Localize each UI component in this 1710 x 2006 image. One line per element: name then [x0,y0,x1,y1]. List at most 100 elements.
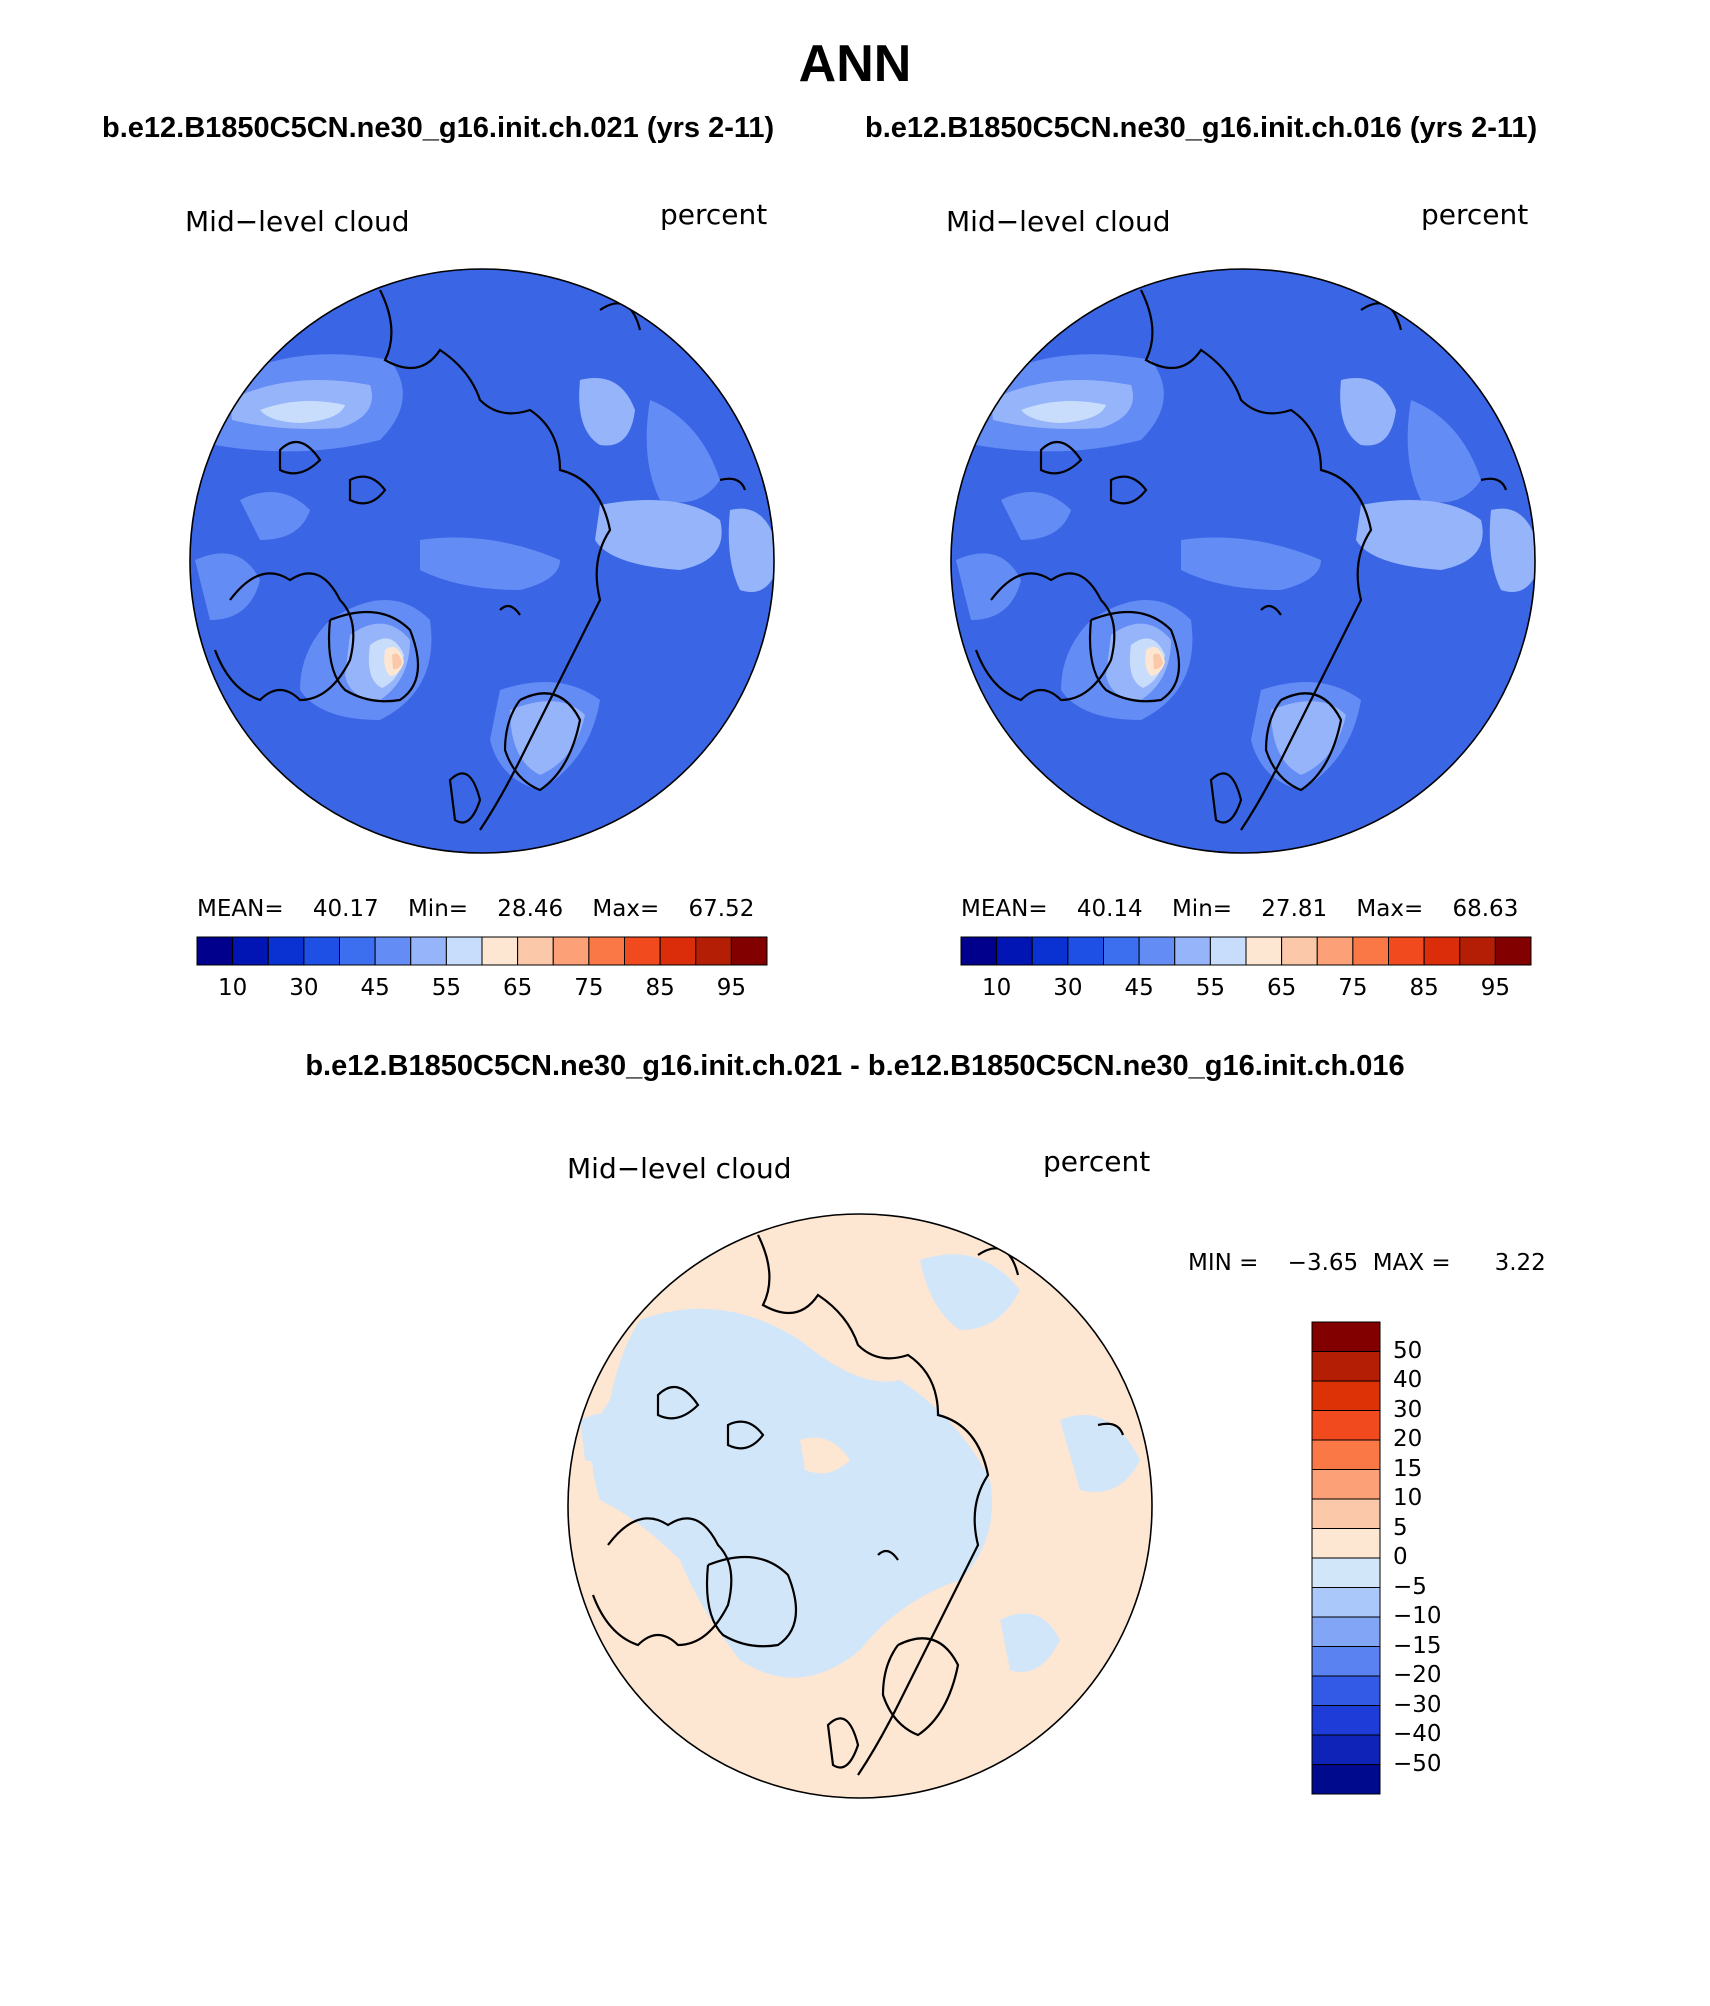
diff-colorbar-tick-label: 20 [1393,1426,1423,1452]
panel2-colorbar-swatch [960,936,998,966]
panel2-variable-label: Mid−level cloud [946,205,1171,238]
panel2-colorbar-swatch [1138,936,1176,966]
diff-colorbar-tick-label: −40 [1393,1721,1442,1747]
panel1-variable-label: Mid−level cloud [185,205,410,238]
panel2-colorbar-swatch [1494,936,1532,966]
diff-colorbar-swatch [1311,1410,1381,1441]
diff-colorbar-tick-label: 40 [1393,1367,1423,1393]
diff-colorbar-swatch [1311,1439,1381,1470]
panel2-colorbar-tick-label: 65 [1266,975,1297,1001]
diff-colorbar-swatch [1311,1498,1381,1529]
diff-colorbar-swatch [1311,1646,1381,1677]
panel2-colorbar-swatch [1031,936,1069,966]
panel2-colorbar-tick-label: 45 [1124,975,1154,1001]
diff-colorbar-swatch [1311,1557,1381,1588]
panel1-colorbar-tick-label: 85 [645,975,675,1001]
diff-colorbar-swatch [1311,1587,1381,1618]
panel2-colorbar-swatch [1281,936,1318,966]
panel2-units-label: percent [1421,198,1529,231]
panel1-colorbar-tick-label: 75 [574,975,604,1001]
panel1-colorbar-tick-label: 65 [502,975,533,1001]
panel2-colorbar-tick-label: 85 [1409,975,1439,1001]
diff-minmax: MIN = −3.65 MAX = 3.22 [1188,1250,1546,1276]
panel2-colorbar-tick-label: 75 [1338,975,1368,1001]
panel2-mean-label: MEAN= [961,896,1048,922]
diff-min-value: −3.65 [1287,1250,1359,1276]
diff-colorbar-swatch [1311,1528,1381,1559]
diff-colorbar-swatch [1311,1764,1381,1795]
panel1-colorbar-tick-label: 95 [716,975,747,1001]
panel2-colorbar-swatch [1174,936,1211,966]
diff-colorbar-tick-label: −50 [1393,1750,1442,1777]
panel2-colorbar-tick-label: 95 [1480,975,1511,1001]
diff-colorbar-swatch [1311,1705,1381,1736]
panel1-colorbar [196,936,768,966]
diff-colorbar-swatch [1311,1616,1381,1647]
diff-colorbar-tick-label: 5 [1393,1514,1408,1541]
panel1-stats: MEAN= 40.17 Min= 28.46 Max= 67.52 [197,896,754,922]
panel2-colorbar-swatch [1316,936,1354,966]
panel1-mean-value: 40.17 [312,896,379,922]
diff-variable-label: Mid−level cloud [567,1152,792,1185]
panel1-colorbar-swatch [517,936,554,966]
diff-colorbar-swatch [1311,1321,1381,1352]
panel2-colorbar [960,936,1532,966]
page-title: ANN [798,35,912,93]
panel2-colorbar-swatch [1245,936,1283,966]
panel2-colorbar-swatch [1209,936,1247,966]
panel2-max-value: 68.63 [1452,896,1519,922]
panel2-colorbar-swatch [1459,936,1496,966]
panel2-colorbar-tick-label: 55 [1195,975,1226,1001]
panel2-colorbar-swatch [1423,936,1461,966]
panel2-colorbar-swatch [1388,936,1425,966]
diff-units-label: percent [1043,1145,1151,1178]
panel1-colorbar-swatch [481,936,519,966]
panel1-max-label: Max= [592,896,660,922]
diff-max-label: MAX = [1372,1250,1451,1276]
diff-colorbar-tick-label: 15 [1393,1455,1423,1482]
case-title-right: b.e12.B1850C5CN.ne30_g16.init.ch.016 (yr… [865,112,1538,144]
panel2-colorbar-swatch [1067,936,1104,966]
panel1-colorbar-swatch [624,936,661,966]
panel1-max-value: 67.52 [688,896,755,922]
diff-colorbar-tick-label: −15 [1393,1632,1442,1659]
panel2-stats: MEAN= 40.14 Min= 27.81 Max= 68.63 [961,896,1518,922]
panel1-colorbar-swatch [267,936,305,966]
panel1-colorbar-tick-label: 55 [431,975,462,1001]
panel1-colorbar-swatch [659,936,697,966]
diff-colorbar-tick-label: 30 [1393,1396,1423,1423]
panel2-colorbar-tick-label: 10 [981,975,1012,1001]
panel1-colorbar-swatch [552,936,590,966]
panel2-colorbar-swatch [996,936,1033,966]
panel2-colorbar-swatch [1103,936,1140,966]
panel1-colorbar-swatch [445,936,483,966]
panel1-min-value: 28.46 [497,896,564,922]
diff-colorbar-tick-label: −10 [1393,1603,1442,1629]
panel1-colorbar-swatch [374,936,412,966]
panel2-colorbar-tick-label: 30 [1053,975,1083,1001]
panel2-max-label: Max= [1356,896,1424,922]
diff-colorbar-tick-label: −5 [1393,1573,1427,1600]
diff-colorbar-tick-label: 0 [1393,1544,1408,1570]
panel2-mean-value: 40.14 [1076,896,1143,922]
diff-title: b.e12.B1850C5CN.ne30_g16.init.ch.021 - b… [305,1050,1405,1082]
diff-colorbar-swatch [1311,1351,1381,1382]
panel1-colorbar-tick-label: 30 [289,975,319,1001]
panel1-units-label: percent [660,198,768,231]
panel1-min-label: Min= [407,896,469,922]
diff-colorbar-swatch [1311,1675,1381,1706]
diff-colorbar-swatch [1311,1469,1381,1500]
diff-min-label: MIN = [1188,1250,1259,1276]
panel2-min-label: Min= [1171,896,1233,922]
diff-max-value: 3.22 [1494,1250,1546,1276]
panel1-colorbar-swatch [695,936,732,966]
panel1-mean-label: MEAN= [197,896,284,922]
case-title-left: b.e12.B1850C5CN.ne30_g16.init.ch.021 (yr… [102,112,775,144]
panel1-colorbar-swatch [303,936,340,966]
panel1-colorbar-tick-label: 10 [217,975,248,1001]
panel1-colorbar-swatch [339,936,376,966]
panel1-colorbar-swatch [232,936,269,966]
diff-colorbar [1311,1321,1381,1795]
diff-colorbar-tick-label: 10 [1393,1485,1423,1511]
